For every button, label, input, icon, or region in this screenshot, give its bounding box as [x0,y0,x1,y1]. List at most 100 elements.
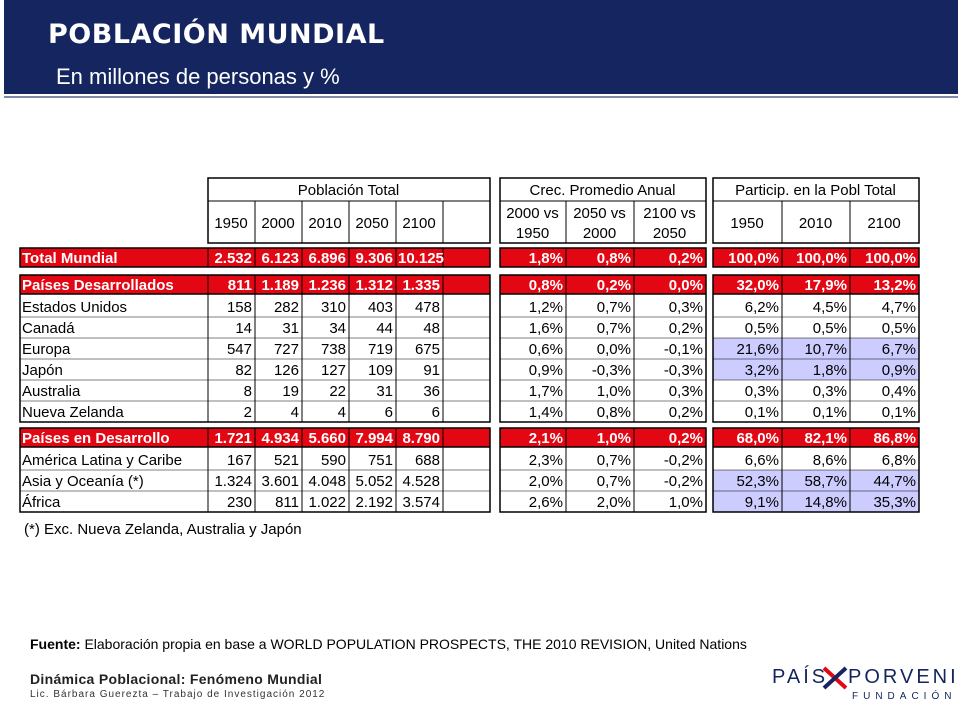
column-header: 2010 [798,214,833,232]
pop-value: 1.022 [308,494,346,511]
growth-value: 0,2% [668,320,703,337]
share-value: 8,6% [812,452,847,469]
highlight-fill [713,470,782,491]
pop-value: 4 [290,404,299,421]
pais-porvenir-logo: PAÍS PORVENIR FUNDACIÓN [770,666,960,708]
share-value: 9,1% [744,494,779,511]
pop-value: 126 [273,362,299,379]
growth-value: -0,3% [591,362,631,379]
share-value: 13,2% [873,277,916,294]
pop-value: 82 [235,362,252,379]
share-value: 6,2% [744,299,779,316]
growth-value: 0,7% [596,452,631,469]
growth-value: 2,0% [596,494,631,511]
pop-value: 521 [273,452,299,469]
pop-value: 5.660 [308,430,346,447]
share-value: 4,5% [812,299,847,316]
pop-value: 109 [367,362,393,379]
pop-value: 44 [376,320,393,337]
share-value: 44,7% [873,473,916,490]
group-header: Crec. Promedio Anual [529,182,676,199]
share-value: 17,9% [804,277,847,294]
share-value: 0,9% [881,362,916,379]
pop-value: 1.324 [214,473,252,490]
pop-value: 3.574 [402,494,440,511]
pop-value: 6.123 [261,250,299,267]
column-header: 2050 vs [573,204,626,222]
growth-value: -0,2% [663,452,703,469]
pop-value: 31 [376,383,393,400]
column-header: 1950 [730,214,764,232]
page-title: POBLACIÓN MUNDIAL [48,19,385,50]
growth-value: 0,3% [668,383,703,400]
growth-value: 0,9% [528,362,563,379]
pop-value: 8.790 [402,430,440,447]
footer-author: Lic. Bárbara Guerezta – Trabajo de Inves… [30,689,326,700]
growth-value: 0,2% [596,277,631,294]
pop-value: 738 [320,341,346,358]
total-row-fill [713,275,919,294]
row-label: Asia y Oceanía (*) [22,473,144,490]
growth-value: 0,3% [668,299,703,316]
share-value: 6,7% [881,341,916,358]
pop-value: 48 [423,320,440,337]
pop-value: 751 [367,452,393,469]
logo-x-icon [822,666,848,690]
growth-value: 2,3% [528,452,563,469]
total-row-fill [713,428,919,447]
page-subtitle: En millones de personas y % [56,64,340,89]
total-row-fill [500,428,706,447]
pop-value: 719 [367,341,393,358]
group-header: Población Total [297,182,400,199]
highlight-fill [713,359,782,380]
growth-value: -0,2% [663,473,703,490]
header-banner: POBLACIÓN MUNDIAL En millones de persona… [4,0,958,96]
share-value: 0,4% [881,383,916,400]
column-header: 2050 [652,224,687,242]
pop-value: 590 [320,452,346,469]
growth-value: 0,8% [596,250,631,267]
block-border [499,274,707,423]
pop-value: 230 [226,494,252,511]
column-header: 2050 [355,214,389,232]
share-value: 4,7% [881,299,916,316]
share-value: 14,8% [804,494,847,511]
growth-value: 0,2% [668,404,703,421]
row-label: África [22,494,61,511]
highlight-fill [782,491,850,512]
row-label: Estados Unidos [22,299,128,316]
growth-value: -0,1% [663,341,703,358]
share-value: 100,0% [728,250,779,267]
share-value: 0,5% [744,320,779,337]
highlight-fill [713,491,782,512]
growth-value: 0,6% [528,341,563,358]
source-label: Fuente: [30,636,81,652]
pop-value: 4.048 [308,473,346,490]
pop-value: 1.189 [261,277,299,294]
pop-value: 403 [367,299,393,316]
pop-value: 36 [423,383,440,400]
share-value: 0,3% [812,383,847,400]
growth-value: 1,0% [596,430,631,447]
pop-value: 31 [282,320,299,337]
share-value: 100,0% [796,250,847,267]
column-header: 2000 vs [506,204,559,222]
column-header: 2000 [261,214,295,232]
pop-value: 91 [423,362,440,379]
share-value: 52,3% [736,473,779,490]
pop-value: 3.601 [261,473,299,490]
pop-value: 9.306 [355,250,393,267]
pop-value: 675 [414,341,440,358]
growth-value: 0,2% [668,430,703,447]
highlight-fill [850,470,919,491]
header-block [712,177,920,244]
column-header: 2010 [308,214,342,232]
total-row-fill [500,275,706,294]
share-value: 0,1% [881,404,916,421]
growth-value: 1,2% [528,299,563,316]
row-label: Total Mundial [22,250,118,267]
source-line: Fuente: Elaboración propia en base a WOR… [30,636,747,652]
growth-value: 0,8% [528,277,563,294]
total-row-fill [500,248,706,267]
